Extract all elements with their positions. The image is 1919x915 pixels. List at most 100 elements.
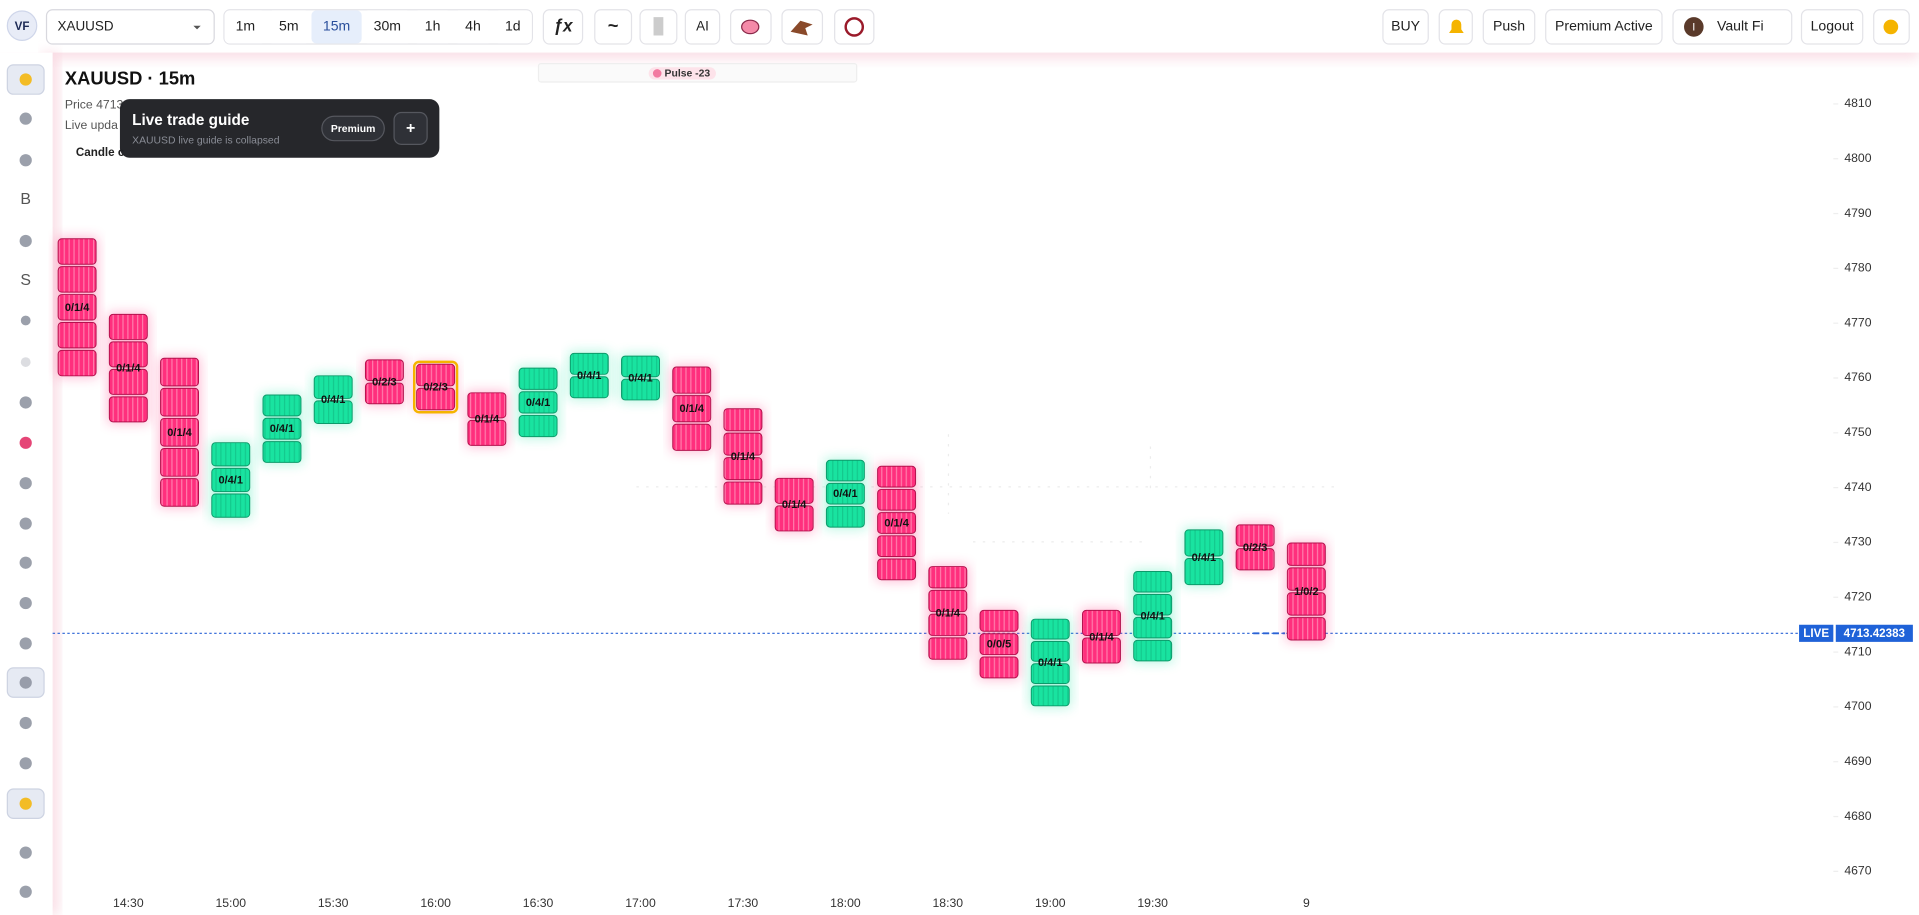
tool-brain-icon	[741, 19, 760, 35]
candle-cell	[57, 294, 97, 321]
timeframe-button[interactable]	[224, 10, 267, 44]
candle-cell	[416, 387, 456, 411]
sidebar-icon	[19, 846, 32, 859]
candle-cell	[621, 355, 660, 378]
action-label: Vault Fi	[1717, 18, 1764, 34]
action-button[interactable]	[1672, 9, 1793, 45]
x-tick-label: 9	[1303, 896, 1310, 910]
candle-cell	[108, 396, 148, 423]
cell-label: 0/1/4	[65, 302, 90, 314]
cell-label: 0/4/1	[526, 397, 550, 409]
candle: 0/4/1	[313, 374, 354, 425]
cell-label: 0/2/3	[423, 382, 447, 394]
x-tick-label: 15:30	[318, 896, 349, 910]
sidebar-icon	[19, 477, 32, 490]
candle-cell	[1030, 640, 1070, 662]
action-button[interactable]	[1800, 9, 1864, 45]
cell-label: 0/1/4	[936, 607, 961, 619]
candle-cell	[1184, 529, 1224, 557]
timeframe-button[interactable]	[311, 10, 362, 44]
action-button[interactable]	[1382, 9, 1429, 45]
guide-expand-text: +	[406, 120, 415, 137]
timeframe-button[interactable]	[362, 10, 412, 44]
timeframe-button[interactable]	[413, 10, 453, 44]
action-label: Premium Active	[1555, 18, 1653, 34]
chart: 4670 4680 4690 4700 4710 4720 4730 4740 4750 4760…	[52, 96, 1913, 910]
candle-cell	[160, 387, 199, 417]
cell-label: 0/1/4	[782, 499, 807, 511]
candle-cell	[621, 378, 660, 401]
candle: 0/2/3	[412, 360, 459, 414]
symbol-select[interactable]	[45, 9, 215, 45]
guide-expand-button[interactable]	[393, 111, 428, 145]
candle-cell	[877, 512, 917, 534]
candle-cell	[1286, 592, 1326, 616]
candle: 0/2/3	[364, 358, 405, 405]
y-tick-label: 4720	[1844, 590, 1871, 604]
sidebar-items: BS	[6, 64, 45, 907]
sidebar-icon	[19, 885, 32, 898]
sidebar-icon	[19, 596, 32, 610]
sidebar-button[interactable]	[7, 184, 45, 215]
candle: 0/4/1	[1132, 570, 1173, 663]
candle-cell	[723, 432, 763, 456]
candle-cell	[364, 382, 404, 405]
premium-badge[interactable]	[321, 115, 385, 142]
action-button[interactable]	[1482, 9, 1536, 45]
candle-cell	[1082, 637, 1121, 664]
tool-grid-icon	[653, 17, 664, 36]
candle-cell	[928, 589, 968, 613]
candle-cell	[1235, 548, 1275, 571]
bell-icon	[1449, 19, 1464, 34]
candle: 0/4/1	[620, 354, 661, 402]
y-tick-label: 4810	[1844, 96, 1871, 110]
candle-cell	[1286, 542, 1326, 566]
candle-cell	[57, 321, 97, 349]
tool-button[interactable]	[594, 9, 633, 45]
tool-button[interactable]	[684, 9, 721, 45]
cell-label: 0/4/1	[270, 423, 294, 435]
candle-cell	[1133, 616, 1173, 639]
sidebar-icon	[19, 154, 32, 167]
tool-eagle-icon	[790, 20, 813, 36]
timeframe-button[interactable]	[493, 10, 532, 44]
candle-cell	[518, 367, 558, 390]
candle-cell	[928, 613, 968, 636]
cell-label: 0/1/4	[167, 427, 192, 439]
x-tick-label: 18:30	[933, 896, 964, 910]
cell-label: 0/4/1	[321, 394, 345, 406]
y-tick-label: 4690	[1844, 754, 1871, 768]
tool-button[interactable]	[542, 9, 584, 45]
candle: 0/1/4	[56, 237, 98, 378]
sidebar-button[interactable]	[7, 265, 45, 295]
candle-cell	[1082, 609, 1121, 637]
candle: 0/1/4	[927, 565, 969, 661]
candle-cell	[416, 363, 456, 387]
y-tick-label: 4750	[1844, 425, 1871, 439]
chart-header: XAUUSD · 15m Price 4713 Live upda Candle…	[65, 62, 858, 159]
action-label: Logout	[1811, 18, 1854, 34]
cell-label: 0/4/1	[1140, 611, 1164, 623]
x-tick-label: 14:30	[113, 896, 144, 910]
candle-cell	[774, 505, 814, 532]
action-button[interactable]	[1545, 9, 1663, 45]
cell-label: 0/4/1	[628, 373, 652, 385]
live-text: Live upda	[65, 118, 118, 132]
timeframe-button[interactable]	[267, 10, 311, 44]
symbol-text: XAUUSD	[58, 18, 114, 33]
x-tick-label: 19:00	[1035, 896, 1066, 910]
avatar-text: I	[1692, 21, 1695, 33]
guide-popup: Live trade guide XAUUSD live guide is co…	[119, 99, 440, 158]
candle-cell	[1133, 639, 1173, 662]
x-tick-label: 17:30	[728, 896, 759, 910]
tool-fx: ƒx	[553, 16, 574, 35]
candle-cell	[979, 609, 1019, 632]
timeframe-button[interactable]	[453, 10, 493, 44]
sidebar-icon	[19, 556, 32, 569]
sidebar-button[interactable]	[7, 347, 45, 377]
candle-cell	[877, 465, 917, 488]
candle-cell	[57, 238, 97, 265]
live-tag	[1799, 624, 1834, 642]
candle-cell	[979, 633, 1019, 656]
